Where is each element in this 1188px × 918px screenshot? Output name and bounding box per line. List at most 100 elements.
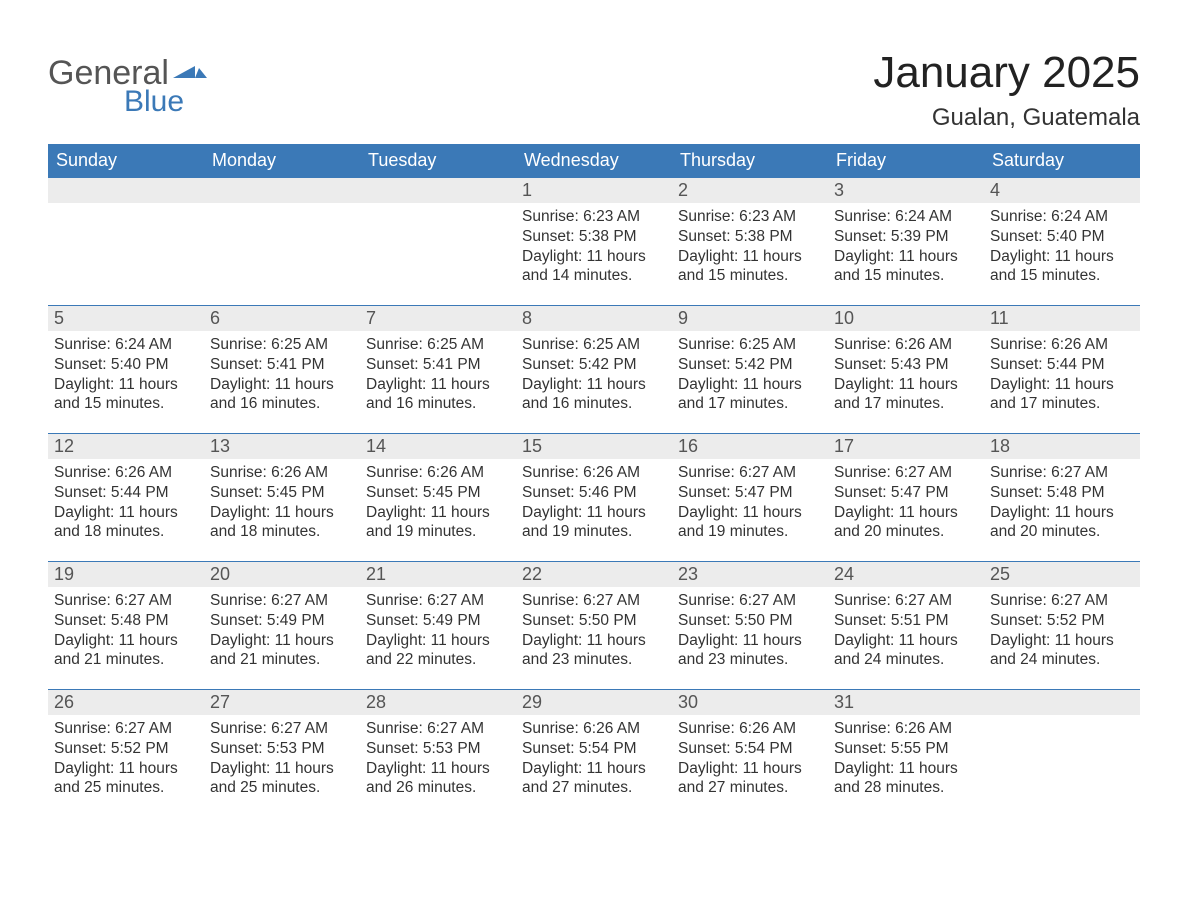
day-body: Sunrise: 6:27 AMSunset: 5:49 PMDaylight:… — [204, 587, 360, 680]
day-cell: 16Sunrise: 6:27 AMSunset: 5:47 PMDayligh… — [672, 434, 828, 562]
day-body: Sunrise: 6:24 AMSunset: 5:40 PMDaylight:… — [48, 331, 204, 424]
day-number: 21 — [360, 562, 516, 587]
calendar-head: SundayMondayTuesdayWednesdayThursdayFrid… — [48, 144, 1140, 178]
sunrise-line: Sunrise: 6:23 AM — [678, 207, 822, 227]
sunrise-line: Sunrise: 6:26 AM — [834, 719, 978, 739]
day-number: 2 — [672, 178, 828, 203]
day-body: Sunrise: 6:23 AMSunset: 5:38 PMDaylight:… — [516, 203, 672, 296]
daylight-line: Daylight: 11 hours and 17 minutes. — [834, 375, 978, 415]
sunset-line: Sunset: 5:41 PM — [366, 355, 510, 375]
day-number: 17 — [828, 434, 984, 459]
daylight-line: Daylight: 11 hours and 24 minutes. — [990, 631, 1134, 671]
sunset-line: Sunset: 5:46 PM — [522, 483, 666, 503]
day-body: Sunrise: 6:27 AMSunset: 5:48 PMDaylight:… — [984, 459, 1140, 552]
day-body: Sunrise: 6:25 AMSunset: 5:42 PMDaylight:… — [672, 331, 828, 424]
day-cell: 19Sunrise: 6:27 AMSunset: 5:48 PMDayligh… — [48, 562, 204, 690]
sunset-line: Sunset: 5:54 PM — [678, 739, 822, 759]
sunrise-line: Sunrise: 6:24 AM — [54, 335, 198, 355]
sunrise-line: Sunrise: 6:25 AM — [678, 335, 822, 355]
day-number: 10 — [828, 306, 984, 331]
page: General Blue January 2025 Gualan, Guatem… — [0, 0, 1188, 848]
day-cell: 30Sunrise: 6:26 AMSunset: 5:54 PMDayligh… — [672, 690, 828, 818]
day-cell — [48, 178, 204, 306]
daylight-line: Daylight: 11 hours and 22 minutes. — [366, 631, 510, 671]
sunset-line: Sunset: 5:42 PM — [678, 355, 822, 375]
sunset-line: Sunset: 5:52 PM — [990, 611, 1134, 631]
day-header: Wednesday — [516, 144, 672, 178]
sunset-line: Sunset: 5:52 PM — [54, 739, 198, 759]
day-cell: 18Sunrise: 6:27 AMSunset: 5:48 PMDayligh… — [984, 434, 1140, 562]
daylight-line: Daylight: 11 hours and 25 minutes. — [54, 759, 198, 799]
sunrise-line: Sunrise: 6:24 AM — [990, 207, 1134, 227]
day-number: 19 — [48, 562, 204, 587]
sunrise-line: Sunrise: 6:26 AM — [54, 463, 198, 483]
day-number: 14 — [360, 434, 516, 459]
logo-text-blue: Blue — [124, 85, 207, 119]
sunset-line: Sunset: 5:47 PM — [834, 483, 978, 503]
daylight-line: Daylight: 11 hours and 20 minutes. — [834, 503, 978, 543]
day-body: Sunrise: 6:26 AMSunset: 5:54 PMDaylight:… — [672, 715, 828, 808]
day-number: 15 — [516, 434, 672, 459]
daylight-line: Daylight: 11 hours and 14 minutes. — [522, 247, 666, 287]
day-number: 31 — [828, 690, 984, 715]
sunrise-line: Sunrise: 6:27 AM — [990, 463, 1134, 483]
day-number: 29 — [516, 690, 672, 715]
day-cell — [204, 178, 360, 306]
calendar-table: SundayMondayTuesdayWednesdayThursdayFrid… — [48, 144, 1140, 818]
sunset-line: Sunset: 5:48 PM — [54, 611, 198, 631]
day-number: 9 — [672, 306, 828, 331]
sunrise-line: Sunrise: 6:27 AM — [522, 591, 666, 611]
daylight-line: Daylight: 11 hours and 15 minutes. — [834, 247, 978, 287]
day-number: 27 — [204, 690, 360, 715]
day-number: 18 — [984, 434, 1140, 459]
sunset-line: Sunset: 5:38 PM — [678, 227, 822, 247]
sunset-line: Sunset: 5:39 PM — [834, 227, 978, 247]
day-cell — [360, 178, 516, 306]
sunrise-line: Sunrise: 6:27 AM — [678, 591, 822, 611]
day-body: Sunrise: 6:27 AMSunset: 5:52 PMDaylight:… — [984, 587, 1140, 680]
day-number: 24 — [828, 562, 984, 587]
day-header: Friday — [828, 144, 984, 178]
sunrise-line: Sunrise: 6:24 AM — [834, 207, 978, 227]
day-cell: 14Sunrise: 6:26 AMSunset: 5:45 PMDayligh… — [360, 434, 516, 562]
day-number: 6 — [204, 306, 360, 331]
sunset-line: Sunset: 5:49 PM — [210, 611, 354, 631]
sunset-line: Sunset: 5:41 PM — [210, 355, 354, 375]
title-block: January 2025 Gualan, Guatemala — [873, 48, 1140, 132]
daylight-line: Daylight: 11 hours and 15 minutes. — [990, 247, 1134, 287]
sunset-line: Sunset: 5:51 PM — [834, 611, 978, 631]
day-number: 11 — [984, 306, 1140, 331]
day-number: 1 — [516, 178, 672, 203]
day-number: 7 — [360, 306, 516, 331]
week-row: 12Sunrise: 6:26 AMSunset: 5:44 PMDayligh… — [48, 434, 1140, 562]
day-number: 30 — [672, 690, 828, 715]
sunset-line: Sunset: 5:40 PM — [990, 227, 1134, 247]
sunset-line: Sunset: 5:44 PM — [990, 355, 1134, 375]
sunset-line: Sunset: 5:44 PM — [54, 483, 198, 503]
week-row: 1Sunrise: 6:23 AMSunset: 5:38 PMDaylight… — [48, 178, 1140, 306]
day-header: Thursday — [672, 144, 828, 178]
sunset-line: Sunset: 5:38 PM — [522, 227, 666, 247]
day-body: Sunrise: 6:27 AMSunset: 5:52 PMDaylight:… — [48, 715, 204, 808]
day-number: 16 — [672, 434, 828, 459]
daylight-line: Daylight: 11 hours and 19 minutes. — [522, 503, 666, 543]
sunrise-line: Sunrise: 6:26 AM — [522, 719, 666, 739]
day-body: Sunrise: 6:26 AMSunset: 5:54 PMDaylight:… — [516, 715, 672, 808]
day-body: Sunrise: 6:24 AMSunset: 5:40 PMDaylight:… — [984, 203, 1140, 296]
day-body: Sunrise: 6:25 AMSunset: 5:41 PMDaylight:… — [204, 331, 360, 424]
sunrise-line: Sunrise: 6:27 AM — [834, 591, 978, 611]
day-body: Sunrise: 6:24 AMSunset: 5:39 PMDaylight:… — [828, 203, 984, 296]
daylight-line: Daylight: 11 hours and 15 minutes. — [678, 247, 822, 287]
day-cell: 22Sunrise: 6:27 AMSunset: 5:50 PMDayligh… — [516, 562, 672, 690]
day-body: Sunrise: 6:26 AMSunset: 5:55 PMDaylight:… — [828, 715, 984, 808]
sunrise-line: Sunrise: 6:25 AM — [366, 335, 510, 355]
day-number: 28 — [360, 690, 516, 715]
sunset-line: Sunset: 5:53 PM — [366, 739, 510, 759]
day-number: 3 — [828, 178, 984, 203]
sunset-line: Sunset: 5:49 PM — [366, 611, 510, 631]
daylight-line: Daylight: 11 hours and 24 minutes. — [834, 631, 978, 671]
day-number: 5 — [48, 306, 204, 331]
day-body: Sunrise: 6:23 AMSunset: 5:38 PMDaylight:… — [672, 203, 828, 296]
day-cell: 2Sunrise: 6:23 AMSunset: 5:38 PMDaylight… — [672, 178, 828, 306]
sunset-line: Sunset: 5:47 PM — [678, 483, 822, 503]
